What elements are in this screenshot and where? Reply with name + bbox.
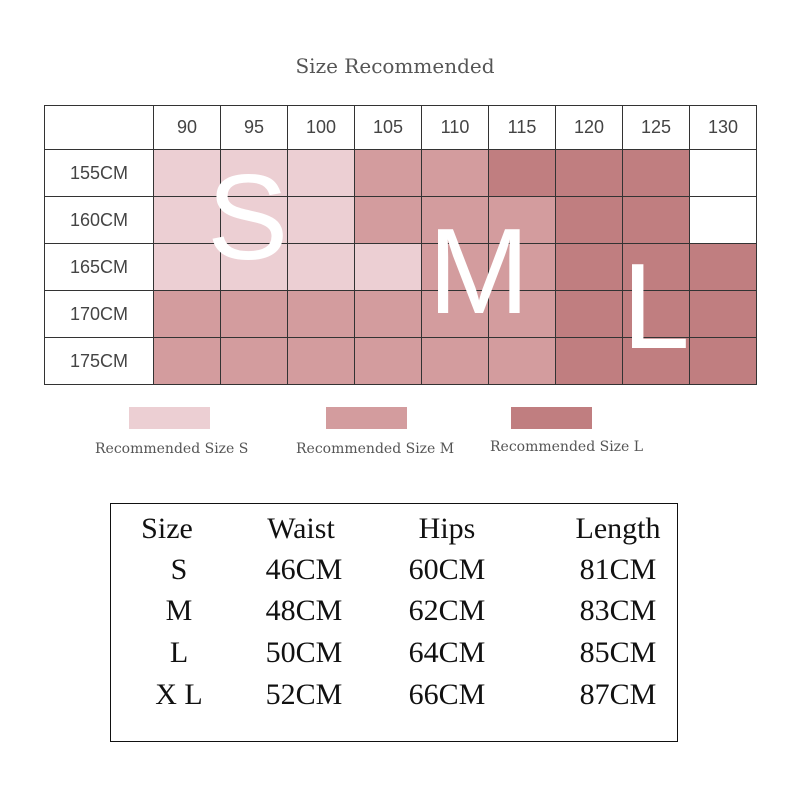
heatmap-cell [354,243,422,291]
heatmap-cell [153,196,221,244]
heatmap-cell [287,149,355,197]
table-cell: 62CM [408,594,486,627]
table-header: Waist [267,512,335,545]
table-cell: 52CM [265,678,343,711]
column-header: 110 [421,105,489,150]
table-row: X L 52CM 66CM 87CM [111,678,677,718]
heatmap-cell [153,243,221,291]
table-cell: M [165,594,193,627]
table-cell: 87CM [579,678,657,711]
legend-swatch-m [326,407,407,429]
heatmap-cell [287,196,355,244]
heatmap-cell [220,337,288,385]
heatmap-cell [421,196,489,244]
row-header: 160CM [44,196,154,244]
heatmap-cell [488,290,556,338]
heatmap-cell [622,149,690,197]
heatmap-cell [622,243,690,291]
heatmap-cell [555,149,623,197]
heatmap-cell [287,290,355,338]
table-header: Length [575,512,661,545]
heatmap-cell [555,196,623,244]
heatmap-cell [622,290,690,338]
table-row: L 50CM 64CM 85CM [111,636,677,676]
table-cell: 48CM [265,594,343,627]
heatmap-cell [488,337,556,385]
legend-swatch-l [511,407,592,429]
heatmap-cell [220,149,288,197]
table-cell: L [169,636,189,669]
column-header: 115 [488,105,556,150]
heatmap-cell [354,337,422,385]
row-header: 175CM [44,337,154,385]
heatmap-cell [689,149,757,197]
heatmap-cell [354,196,422,244]
table-cell: 85CM [579,636,657,669]
heatmap-cell [622,337,690,385]
heatmap-cell [689,196,757,244]
heatmap-cell [421,290,489,338]
heatmap-cell [488,196,556,244]
heatmap-cell [488,149,556,197]
heatmap-cell [354,290,422,338]
column-header: 95 [220,105,288,150]
table-header: Hips [418,512,476,545]
legend-swatch-s [129,407,210,429]
heatmap-cell [555,243,623,291]
column-header: 130 [689,105,757,150]
heatmap-cell [153,290,221,338]
table-header-row: Size Waist Hips Length [111,512,677,552]
heatmap-cell [488,243,556,291]
table-cell: 66CM [408,678,486,711]
legend-label: Recommended Size S [95,441,249,457]
heatmap-cell [421,243,489,291]
table-cell: S [170,553,188,586]
legend-label: Recommended Size M [296,441,455,457]
row-header: 155CM [44,149,154,197]
corner-cell [44,105,154,150]
table-cell: 83CM [579,594,657,627]
heatmap-cell [689,337,757,385]
column-header: 100 [287,105,355,150]
table-cell: 50CM [265,636,343,669]
table-header: Size [141,512,193,545]
table-cell: 64CM [408,636,486,669]
row-header: 165CM [44,243,154,291]
heatmap-cell [287,337,355,385]
heatmap-cell [689,290,757,338]
table-cell: 46CM [265,553,343,586]
column-header: 90 [153,105,221,150]
size-measurement-table: Size Waist Hips Length S 46CM 60CM 81CM M 48CM 62C… [110,503,678,742]
heatmap-cell [622,196,690,244]
heatmap-cell [153,149,221,197]
table-cell: X L [155,678,203,711]
heatmap-cell [421,337,489,385]
heatmap-cell [220,243,288,291]
table-cell: 60CM [408,553,486,586]
size-grid: 90 95 100 105 110 115 120 125 130 155CM 160CM 165CM… [44,105,757,385]
heatmap-cell [153,337,221,385]
table-cell: 81CM [579,553,657,586]
row-header: 170CM [44,290,154,338]
heatmap-cell [287,243,355,291]
chart-title: Size Recommended [295,54,495,78]
heatmap-cell [689,243,757,291]
column-header: 125 [622,105,690,150]
heatmap-cell [220,196,288,244]
heatmap-cell [421,149,489,197]
column-header: 120 [555,105,623,150]
table-row: S 46CM 60CM 81CM [111,553,677,593]
column-header: 105 [354,105,422,150]
heatmap-cell [354,149,422,197]
heatmap-cell [555,337,623,385]
heatmap-cell [220,290,288,338]
table-row: M 48CM 62CM 83CM [111,594,677,634]
heatmap-cell [555,290,623,338]
legend-label: Recommended Size L [490,439,644,455]
